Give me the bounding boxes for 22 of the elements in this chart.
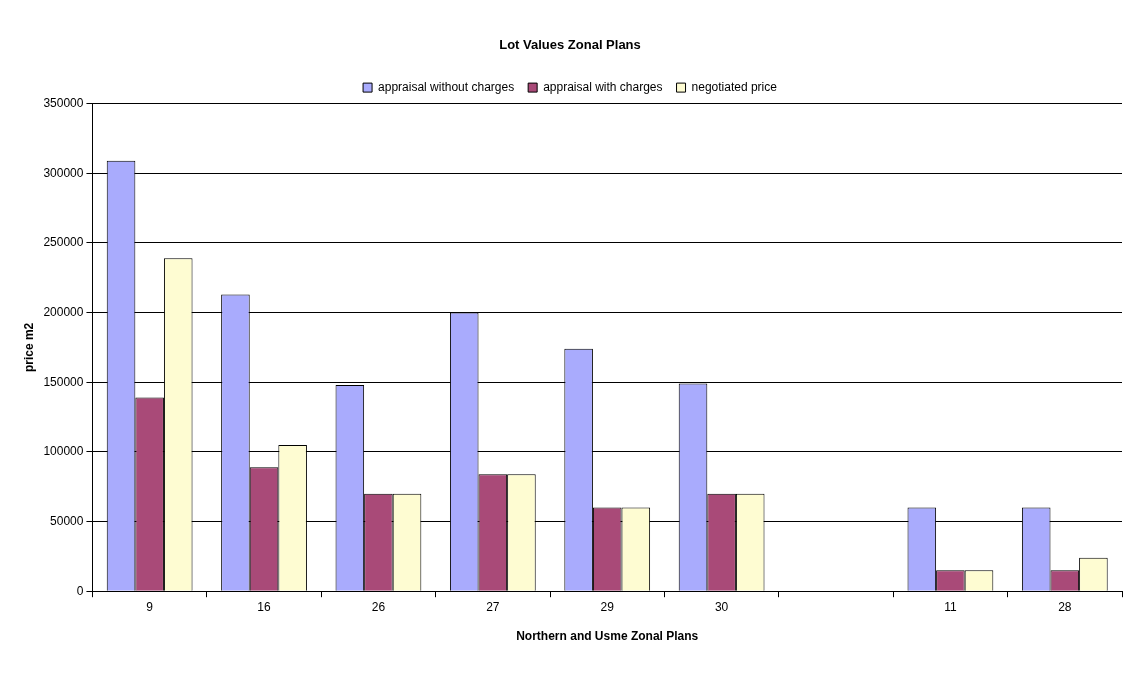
y-tick-label: 350000 bbox=[43, 95, 84, 110]
y-tick-label: 0 bbox=[76, 583, 84, 598]
legend-label: appraisal without charges bbox=[378, 79, 515, 94]
y-tick-label: 100000 bbox=[43, 444, 84, 459]
y-tick-label: 50000 bbox=[50, 513, 84, 528]
x-axis-title: Northern and Usme Zonal Plans bbox=[516, 629, 699, 644]
x-tick-label: 29 bbox=[600, 599, 615, 614]
x-tick-label: 27 bbox=[486, 599, 500, 614]
x-tick-label: 26 bbox=[371, 599, 386, 614]
y-axis-title: price m2 bbox=[21, 322, 36, 373]
y-tick-label: 300000 bbox=[43, 165, 84, 180]
legend-label: appraisal with charges bbox=[543, 79, 663, 94]
y-tick-label: 150000 bbox=[43, 374, 84, 389]
x-tick-label: 28 bbox=[1058, 599, 1072, 614]
chart-title: Lot Values Zonal Plans bbox=[499, 37, 641, 53]
x-tick-label: 9 bbox=[146, 599, 154, 614]
y-tick-label: 200000 bbox=[43, 304, 84, 319]
x-tick-label: 30 bbox=[714, 599, 729, 614]
legend-label: negotiated price bbox=[691, 79, 778, 94]
x-tick-label: 16 bbox=[257, 599, 272, 614]
y-tick-label: 250000 bbox=[43, 235, 84, 250]
x-tick-label: 11 bbox=[944, 599, 957, 614]
